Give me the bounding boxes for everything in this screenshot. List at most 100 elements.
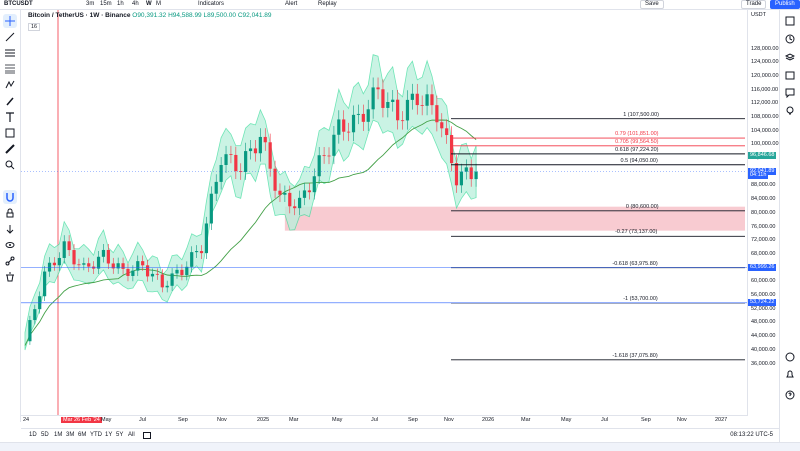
- range-6m[interactable]: 6M: [78, 432, 87, 438]
- date-range-icon[interactable]: [143, 432, 151, 441]
- candle-body: [111, 263, 115, 269]
- high-value: H94,588.99: [168, 12, 202, 19]
- ideas-icon[interactable]: [783, 104, 797, 118]
- candle-body: [283, 192, 287, 195]
- horizontal-lines-icon[interactable]: [3, 46, 17, 60]
- candle-body: [322, 155, 326, 157]
- candle-body: [435, 105, 439, 123]
- symbol-title[interactable]: Bitcoin / TetherUS · 1W · Binance: [28, 12, 131, 19]
- lock-drawings-icon[interactable]: [3, 206, 17, 220]
- range-1d[interactable]: 1D: [29, 432, 37, 438]
- pattern-icon[interactable]: [3, 78, 17, 92]
- zoom-icon[interactable]: [3, 158, 17, 172]
- interval-4h[interactable]: 4h: [132, 1, 139, 7]
- range-all[interactable]: All: [128, 432, 135, 438]
- clock[interactable]: 08:13:22 UTC-5: [730, 432, 773, 438]
- candle-body: [391, 99, 395, 102]
- candle-body: [381, 89, 385, 108]
- interval-1h[interactable]: 1h: [117, 1, 124, 7]
- range-1m[interactable]: 1M: [54, 432, 63, 438]
- candle-body: [469, 167, 473, 180]
- alert-button[interactable]: Alert: [285, 1, 298, 7]
- candle-body: [219, 164, 223, 182]
- range-1y[interactable]: 1Y: [105, 432, 113, 438]
- fib-level-label: 0 (80,600.00): [625, 203, 659, 210]
- fib-level-label: -0.618 (63,975.80): [612, 260, 658, 267]
- candle-body: [160, 274, 164, 288]
- price-tick-label: 44,000.00: [751, 333, 776, 340]
- range-3m[interactable]: 3M: [66, 432, 75, 438]
- candle-body: [155, 273, 159, 275]
- forecast-icon[interactable]: [3, 126, 17, 140]
- time-tick-label: Jul: [601, 417, 609, 423]
- candle-body: [150, 273, 155, 277]
- trade-button[interactable]: Trade: [741, 0, 767, 9]
- price-tag[interactable]: 92,041.89: [748, 168, 777, 176]
- interval-w[interactable]: W: [146, 1, 152, 7]
- time-tick-label: May: [332, 417, 343, 423]
- publish-button[interactable]: Publish: [770, 0, 800, 9]
- chat-bubble-icon[interactable]: [783, 350, 797, 364]
- chat-icon[interactable]: [783, 86, 797, 100]
- candle-body: [317, 155, 321, 177]
- price-tag[interactable]: 96,846.68: [748, 151, 777, 159]
- time-tick-label: Jul: [371, 417, 379, 423]
- fib-level-label: 1 (107,500.00): [623, 111, 659, 118]
- indicators-button[interactable]: Indicators: [198, 1, 225, 7]
- interval-3m[interactable]: 3m: [86, 1, 95, 7]
- price-tick-label: 48,000.00: [751, 319, 776, 326]
- price-chart[interactable]: [21, 10, 748, 415]
- price-tick-label: 128,000.00: [751, 45, 779, 52]
- stay-drawing-icon[interactable]: [3, 222, 17, 236]
- fib-retracement-icon[interactable]: [3, 62, 17, 76]
- candle-body: [136, 261, 140, 271]
- candle-body: [175, 269, 179, 274]
- time-axis-border: [21, 415, 748, 416]
- candle-body: [116, 263, 120, 269]
- price-tag[interactable]: 53,724.22: [748, 299, 777, 307]
- time-tick-label: 2026: [482, 417, 495, 423]
- ruler-icon[interactable]: [3, 142, 17, 156]
- interval-15m[interactable]: 15m: [100, 1, 112, 7]
- symbol-search[interactable]: BTCUSDT: [4, 1, 33, 7]
- bottom-panel-strip: [0, 442, 800, 451]
- indicator-count-badge[interactable]: 16: [28, 23, 41, 31]
- watchlist-icon[interactable]: [783, 14, 797, 28]
- range-ytd[interactable]: YTD: [90, 432, 102, 438]
- magnet-icon[interactable]: [3, 190, 17, 204]
- brush-icon[interactable]: [3, 94, 17, 108]
- eye-icon[interactable]: [3, 238, 17, 252]
- replay-button[interactable]: Replay: [318, 1, 337, 7]
- candle-body: [342, 119, 346, 132]
- candle-body: [234, 154, 238, 172]
- range-5d[interactable]: 5D: [41, 432, 49, 438]
- candle-body: [82, 263, 86, 265]
- time-tick-label: May: [561, 417, 572, 423]
- trash-icon[interactable]: [3, 270, 17, 284]
- time-tick-label: 2025: [257, 417, 270, 423]
- price-tag[interactable]: 63,999.26: [748, 264, 777, 272]
- candle-body: [297, 197, 302, 209]
- candle-body: [425, 94, 429, 106]
- help-icon[interactable]: [783, 388, 797, 402]
- time-tick-label: Nov: [444, 417, 454, 423]
- candle-body: [199, 251, 204, 254]
- moving-average-line: [24, 119, 477, 346]
- price-tag[interactable]: 04:11h: [748, 172, 769, 180]
- link-icon[interactable]: [3, 254, 17, 268]
- calendar-icon[interactable]: [783, 68, 797, 82]
- price-tick-label: 100,000.00: [751, 141, 779, 148]
- candle-body: [440, 122, 444, 129]
- text-icon[interactable]: [3, 110, 17, 124]
- candle-body: [214, 181, 218, 194]
- candle-body: [47, 262, 52, 272]
- currency-label[interactable]: USDT: [751, 12, 766, 18]
- crosshair-icon[interactable]: [3, 14, 17, 28]
- range-5y[interactable]: 5Y: [116, 432, 124, 438]
- trendline-icon[interactable]: [3, 30, 17, 44]
- save-button[interactable]: Save: [640, 0, 664, 9]
- layers-icon[interactable]: [783, 50, 797, 64]
- notifications-icon[interactable]: [783, 368, 797, 382]
- interval-m[interactable]: M: [156, 1, 161, 7]
- alerts-icon[interactable]: [783, 32, 797, 46]
